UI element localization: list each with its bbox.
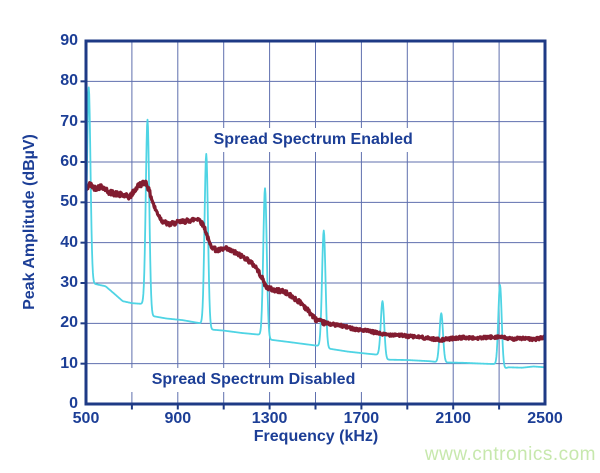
x-tick-label: 900 bbox=[164, 410, 192, 427]
y-tick-label: 50 bbox=[60, 193, 78, 211]
x-tick-label: 500 bbox=[72, 410, 100, 427]
x-axis-title: Frequency (kHz) bbox=[253, 428, 379, 445]
y-tick-label: 80 bbox=[60, 72, 78, 90]
x-tick-label: 1700 bbox=[343, 410, 380, 427]
y-tick-label: 20 bbox=[60, 314, 78, 332]
annotation-spread-spectrum-disabled: Spread Spectrum Disabled bbox=[125, 367, 382, 392]
x-tick-label: 1300 bbox=[251, 410, 288, 427]
x-tick-label: 2100 bbox=[435, 410, 471, 427]
y-tick-label: 70 bbox=[60, 112, 78, 130]
annotation-spread-spectrum-enabled: Spread Spectrum Enabled bbox=[201, 127, 425, 152]
watermark: www.cntronics.com bbox=[424, 444, 596, 465]
y-tick-label: 60 bbox=[60, 152, 78, 170]
y-tick-label: 40 bbox=[60, 233, 78, 251]
y-tick-label: 90 bbox=[60, 32, 78, 49]
y-tick-label: 0 bbox=[69, 394, 78, 412]
x-axis-tick-labels: 500 900 1300 1700 2100 2500 bbox=[61, 411, 570, 427]
y-tick-label: 30 bbox=[60, 273, 78, 291]
x-tick-label: 2500 bbox=[527, 410, 563, 427]
y-axis-title: Peak Amplitude (dBµV) bbox=[21, 134, 38, 310]
y-tick-label: 10 bbox=[60, 354, 78, 372]
y-axis-tick-labels: 90 80 70 60 50 40 30 20 10 0 bbox=[0, 31, 78, 414]
